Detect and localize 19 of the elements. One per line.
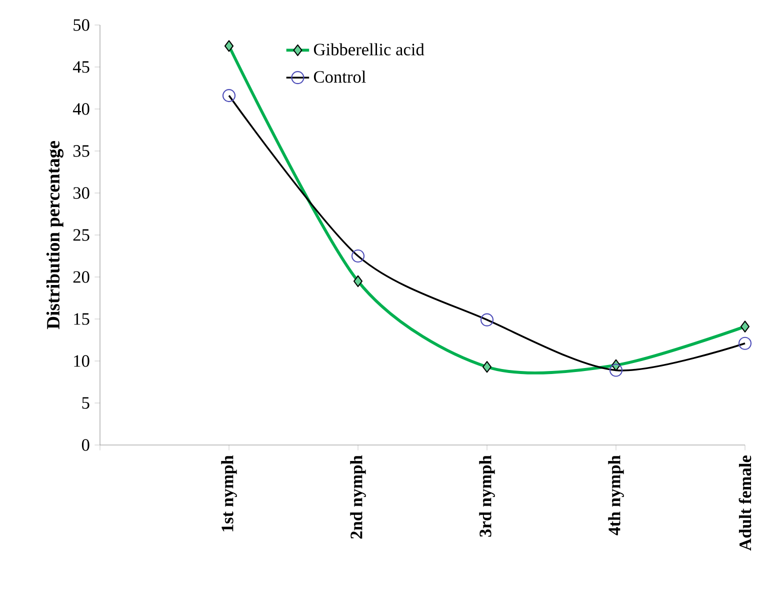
- y-axis-title: Distribution percentage: [46, 141, 64, 330]
- y-tick-label: 5: [82, 397, 90, 409]
- y-tick-label: 35: [73, 145, 90, 157]
- y-tick-label: 25: [73, 229, 90, 241]
- x-tick-label: 2nd nymph: [350, 455, 366, 539]
- x-tick-label: 3rd nymph: [479, 455, 495, 537]
- x-tick-label: Adult female: [738, 456, 752, 551]
- y-tick-label: 20: [73, 271, 90, 283]
- legend-label: Control: [314, 70, 366, 83]
- y-tick-label: 15: [74, 313, 90, 325]
- y-tick-label: 40: [72, 103, 90, 115]
- x-tick-label: 1st nymph: [221, 455, 237, 532]
- y-tick-label: 0: [82, 439, 90, 451]
- y-tick-label: 50: [74, 19, 90, 31]
- y-tick-label: 10: [74, 355, 90, 367]
- y-tick-label: 45: [72, 61, 90, 73]
- x-tick-label: 4th nymph: [608, 455, 624, 536]
- y-tick-label: 30: [73, 187, 90, 199]
- legend-label: Gibberellic acid: [314, 43, 424, 56]
